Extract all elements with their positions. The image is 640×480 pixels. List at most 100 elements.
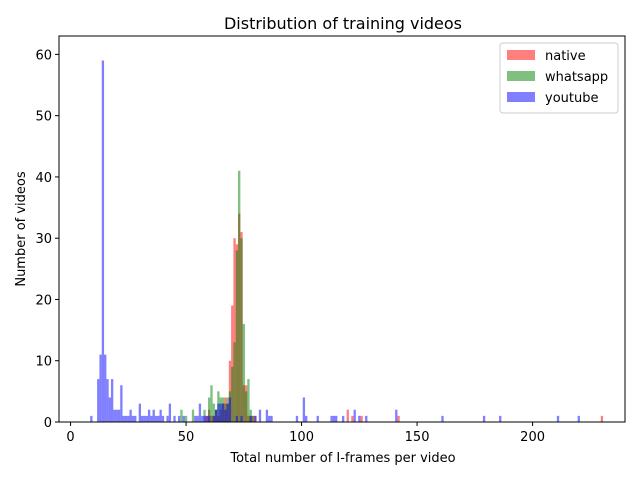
bar-whatsapp-18 bbox=[240, 238, 243, 422]
bar-youtube-12 bbox=[122, 415, 125, 422]
bar-youtube-58 bbox=[302, 397, 306, 422]
x-tick-label-3: 150 bbox=[405, 430, 430, 445]
legend-swatch-whatsapp bbox=[507, 71, 535, 81]
bar-youtube-65 bbox=[353, 409, 356, 422]
bar-youtube-66 bbox=[358, 415, 361, 422]
bar-native-24 bbox=[360, 415, 363, 422]
bar-youtube-34 bbox=[194, 415, 197, 422]
bar-youtube-33 bbox=[182, 415, 185, 422]
bar-native-23 bbox=[351, 415, 354, 422]
bar-whatsapp-23 bbox=[251, 415, 255, 422]
bar-youtube-67 bbox=[365, 415, 368, 422]
bar-whatsapp-16 bbox=[235, 250, 239, 422]
bar-youtube-71 bbox=[499, 415, 502, 422]
bar-youtube-18 bbox=[138, 403, 142, 422]
bar-youtube-3 bbox=[101, 60, 105, 423]
bar-youtube-24 bbox=[152, 409, 155, 422]
bar-youtube-20 bbox=[143, 415, 146, 422]
bar-native-11 bbox=[231, 305, 234, 422]
bar-youtube-22 bbox=[147, 409, 151, 422]
bar-youtube-48 bbox=[228, 397, 232, 422]
bar-youtube-15 bbox=[129, 409, 132, 422]
bar-youtube-39 bbox=[205, 415, 209, 422]
bar-whatsapp-14 bbox=[231, 366, 234, 422]
bar-youtube-53 bbox=[258, 409, 262, 422]
bar-youtube-4 bbox=[104, 354, 107, 422]
bar-youtube-32 bbox=[177, 415, 181, 422]
bar-youtube-6 bbox=[108, 397, 111, 422]
y-tick-label-6: 60 bbox=[35, 48, 52, 63]
bar-youtube-44 bbox=[219, 403, 222, 422]
legend-label-whatsapp: whatsapp bbox=[545, 70, 608, 85]
bar-youtube-52 bbox=[254, 415, 257, 422]
bar-youtube-68 bbox=[395, 409, 398, 422]
bar-youtube-41 bbox=[212, 415, 215, 422]
y-tick-label-0: 0 bbox=[44, 416, 52, 431]
y-tick-label-1: 10 bbox=[35, 355, 52, 370]
bar-youtube-1 bbox=[97, 379, 100, 422]
x-tick-label-4: 200 bbox=[520, 430, 545, 445]
bar-youtube-31 bbox=[173, 415, 176, 422]
bar-youtube-10 bbox=[117, 409, 121, 422]
bar-whatsapp-15 bbox=[233, 342, 236, 422]
bar-youtube-62 bbox=[332, 415, 336, 422]
bar-youtube-42 bbox=[214, 409, 218, 422]
x-tick-label-0: 0 bbox=[66, 430, 74, 445]
bar-youtube-26 bbox=[157, 415, 160, 422]
bar-youtube-36 bbox=[198, 403, 202, 422]
bar-youtube-29 bbox=[166, 415, 169, 422]
bar-youtube-5 bbox=[106, 379, 109, 422]
bar-youtube-43 bbox=[217, 403, 220, 422]
bar-youtube-27 bbox=[159, 409, 162, 422]
x-tick-label-2: 100 bbox=[289, 430, 314, 445]
bar-whatsapp-17 bbox=[238, 170, 241, 422]
bar-whatsapp-4 bbox=[208, 397, 211, 422]
chart-title: Distribution of training videos bbox=[224, 14, 462, 33]
bar-youtube-28 bbox=[161, 415, 165, 422]
bar-youtube-63 bbox=[335, 415, 338, 422]
bar-whatsapp-6 bbox=[212, 403, 215, 422]
bar-youtube-37 bbox=[201, 415, 204, 422]
bar-youtube-14 bbox=[127, 415, 130, 422]
bar-youtube-0 bbox=[90, 415, 93, 422]
y-tick-label-3: 30 bbox=[35, 232, 52, 247]
bar-youtube-47 bbox=[226, 403, 229, 422]
bar-whatsapp-1 bbox=[184, 415, 188, 422]
bar-youtube-23 bbox=[150, 415, 153, 422]
bar-youtube-13 bbox=[124, 415, 128, 422]
bar-youtube-17 bbox=[134, 415, 137, 422]
bar-youtube-55 bbox=[268, 415, 271, 422]
bar-youtube-25 bbox=[154, 415, 158, 422]
bar-youtube-54 bbox=[265, 409, 269, 422]
bar-native-12 bbox=[233, 238, 236, 422]
plot-frame bbox=[58, 35, 626, 423]
bar-native-26 bbox=[600, 415, 604, 422]
bar-native-22 bbox=[346, 409, 349, 422]
bar-youtube-2 bbox=[99, 354, 102, 422]
bar-youtube-69 bbox=[441, 415, 444, 422]
bar-youtube-56 bbox=[270, 415, 273, 422]
bar-youtube-73 bbox=[577, 415, 580, 422]
legend: native whatsapp youtube bbox=[499, 42, 619, 114]
y-tick-label-2: 20 bbox=[35, 293, 52, 308]
bar-youtube-45 bbox=[221, 403, 225, 422]
bar-youtube-16 bbox=[131, 415, 135, 422]
bars-group bbox=[90, 60, 604, 423]
y-tick-label-5: 50 bbox=[35, 110, 52, 125]
legend-label-youtube: youtube bbox=[545, 91, 598, 106]
bar-youtube-50 bbox=[240, 415, 243, 422]
bar-youtube-35 bbox=[196, 415, 199, 422]
bar-youtube-70 bbox=[482, 415, 486, 422]
bar-youtube-49 bbox=[235, 415, 239, 422]
bar-whatsapp-19 bbox=[242, 323, 245, 422]
bar-whatsapp-21 bbox=[247, 379, 250, 422]
x-tick-label-1: 50 bbox=[178, 430, 195, 445]
bar-whatsapp-2 bbox=[191, 409, 195, 422]
bar-youtube-8 bbox=[113, 409, 116, 422]
bar-native-25 bbox=[397, 415, 400, 422]
x-axis-ticks: 0 50 100 150 200 bbox=[66, 422, 545, 445]
bar-whatsapp-20 bbox=[244, 391, 248, 422]
bar-youtube-19 bbox=[141, 415, 144, 422]
bar-youtube-61 bbox=[330, 415, 333, 422]
